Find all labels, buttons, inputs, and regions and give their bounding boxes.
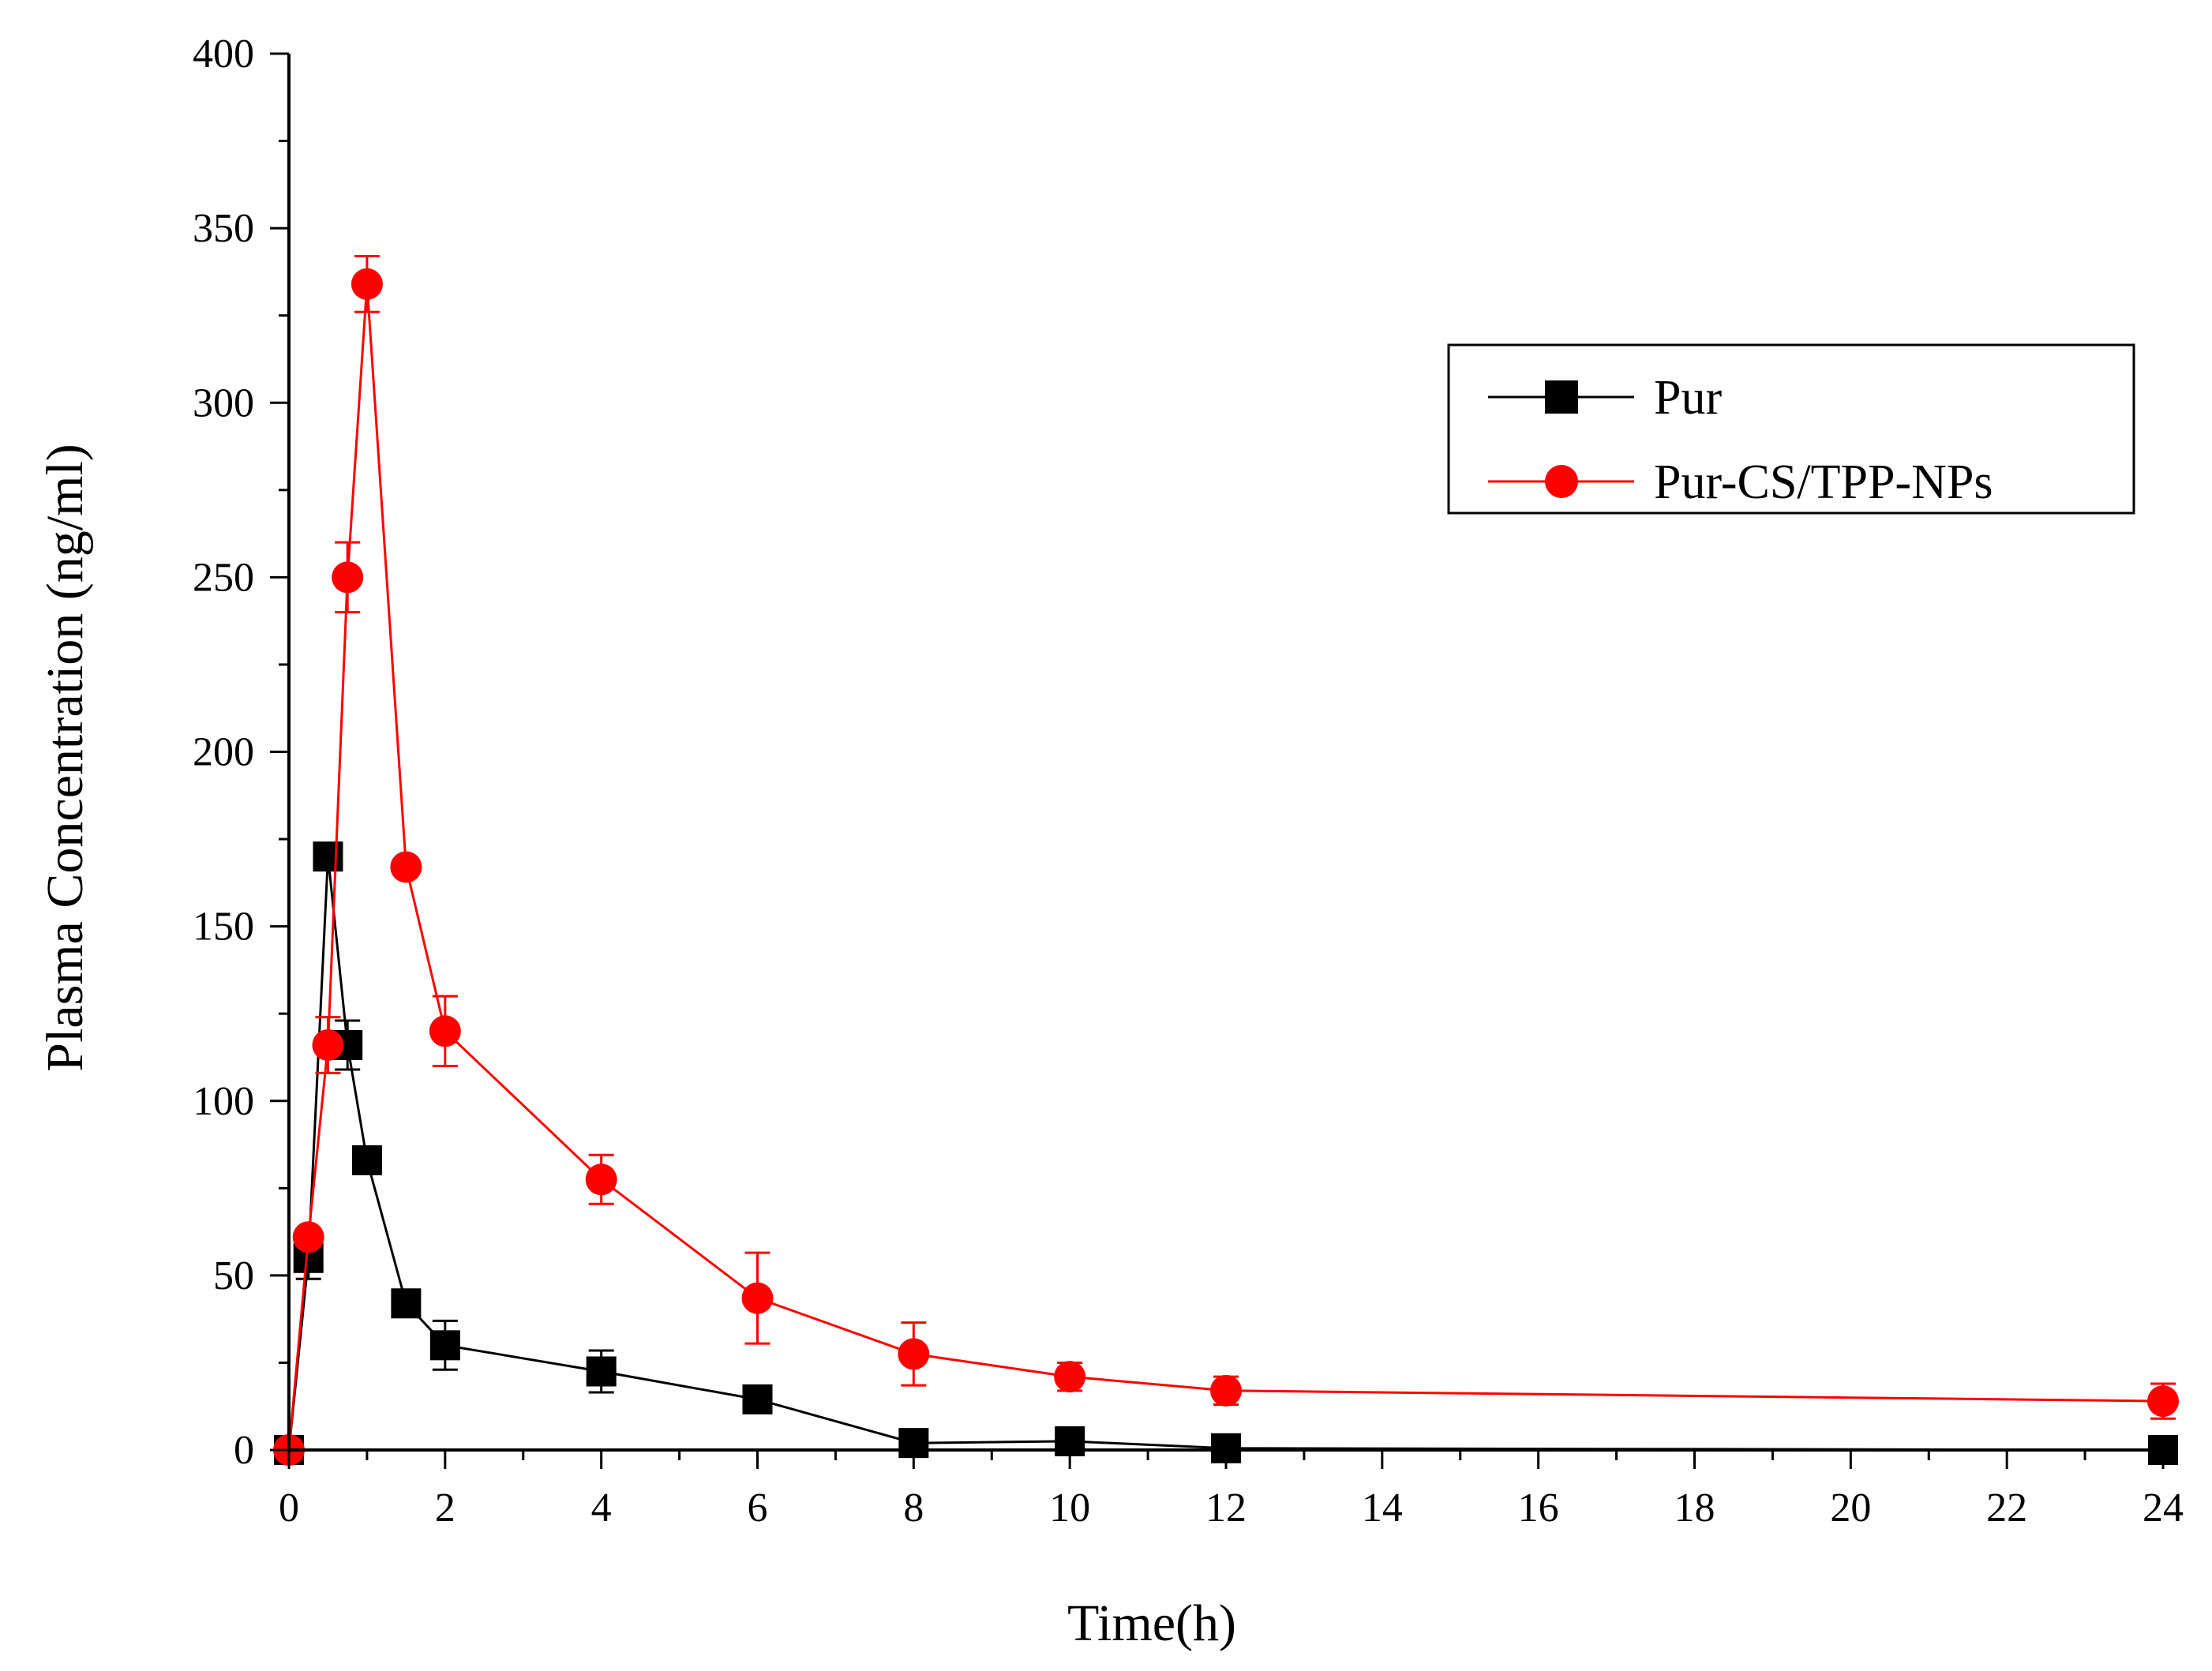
data-point (391, 1288, 422, 1319)
y-tick-label: 100 (193, 1079, 254, 1124)
data-point (390, 851, 422, 883)
legend: Pur Pur-CS/TPP-NPs (1447, 343, 2135, 515)
x-tick-label: 4 (591, 1486, 612, 1531)
y-tick-label: 50 (213, 1253, 254, 1298)
data-point (586, 1356, 617, 1387)
data-point (585, 1163, 617, 1196)
x-tick-label: 24 (2143, 1486, 2184, 1531)
data-point (332, 561, 364, 594)
y-tick-label: 300 (193, 380, 254, 425)
data-point (1210, 1374, 1242, 1407)
x-tick-label: 8 (903, 1486, 924, 1531)
series-pur (274, 841, 2178, 1465)
legend-label-pur: Pur (1654, 371, 1722, 425)
y-tick-label: 350 (193, 206, 254, 251)
data-point (741, 1282, 774, 1314)
data-point (292, 1221, 324, 1253)
data-point (898, 1338, 930, 1370)
series-pur-cs-tpp-nps (273, 255, 2179, 1466)
plot-area (273, 255, 2179, 1466)
data-point (742, 1384, 773, 1414)
x-tick-label: 14 (1362, 1486, 1403, 1531)
x-tick-label: 22 (1986, 1486, 2027, 1531)
x-tick-label: 16 (1518, 1486, 1559, 1531)
x-tick-label: 20 (1830, 1486, 1871, 1531)
y-axis-title: Plasma Concentration (ng/ml) (36, 444, 94, 1072)
data-point (312, 1028, 344, 1061)
data-point (429, 1015, 461, 1047)
axes: 0 2 4 6 8 10 12 14 16 18 20 22 240501001502002503003… (193, 32, 2184, 1531)
y-tick-label: 0 (234, 1428, 254, 1473)
x-tick-label: 6 (748, 1486, 768, 1531)
x-tick-label: 0 (279, 1486, 299, 1531)
y-tick-label: 250 (193, 555, 254, 600)
data-point (1054, 1361, 1086, 1393)
data-point (429, 1330, 460, 1361)
legend-label-nps: Pur-CS/TPP-NPs (1654, 455, 1993, 509)
data-point (351, 268, 383, 300)
data-point (351, 1145, 382, 1175)
x-tick-label: 18 (1674, 1486, 1715, 1531)
y-tick-label: 150 (193, 905, 254, 950)
x-axis-title: Time(h) (1067, 1594, 1236, 1652)
series-line (287, 856, 2164, 1452)
y-tick-label: 400 (193, 32, 254, 77)
data-point (313, 841, 343, 872)
legend-marker-pur (1545, 380, 1578, 414)
x-tick-label: 10 (1049, 1486, 1090, 1531)
y-tick-label: 200 (193, 730, 254, 775)
legend-marker-nps (1545, 465, 1578, 498)
data-point (2147, 1385, 2179, 1418)
x-tick-label: 12 (1205, 1486, 1247, 1531)
x-tick-label: 2 (435, 1486, 456, 1531)
